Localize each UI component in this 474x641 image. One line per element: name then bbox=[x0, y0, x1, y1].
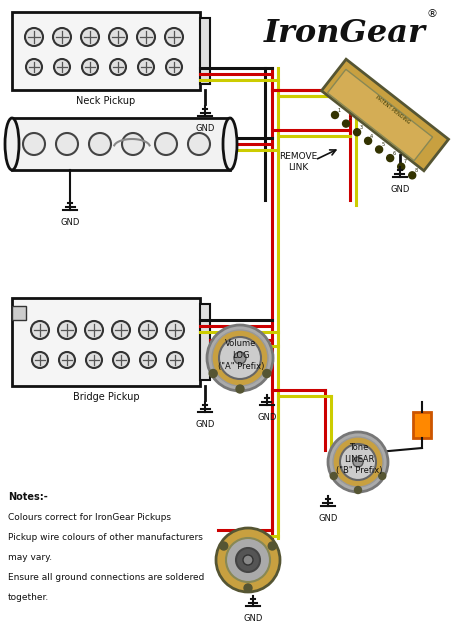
Text: REMOVE
LINK: REMOVE LINK bbox=[279, 153, 317, 172]
Circle shape bbox=[122, 133, 144, 155]
Circle shape bbox=[82, 59, 98, 75]
Text: GND: GND bbox=[195, 124, 215, 133]
Text: GND: GND bbox=[319, 514, 337, 523]
Text: 4: 4 bbox=[370, 133, 374, 138]
Text: Notes:-: Notes:- bbox=[8, 492, 48, 502]
Circle shape bbox=[155, 133, 177, 155]
Text: Ensure all ground connections are soldered: Ensure all ground connections are solder… bbox=[8, 572, 204, 581]
Text: Neck Pickup: Neck Pickup bbox=[76, 96, 136, 106]
Circle shape bbox=[340, 444, 376, 480]
Text: Volume
LOG
("A" Prefix): Volume LOG ("A" Prefix) bbox=[218, 338, 264, 371]
Circle shape bbox=[244, 584, 252, 592]
Circle shape bbox=[375, 146, 383, 153]
Bar bbox=[12, 298, 200, 386]
Circle shape bbox=[220, 542, 228, 550]
Ellipse shape bbox=[223, 118, 237, 170]
Circle shape bbox=[409, 172, 416, 179]
Text: 5: 5 bbox=[381, 142, 384, 147]
Circle shape bbox=[89, 133, 111, 155]
Circle shape bbox=[110, 59, 126, 75]
Circle shape bbox=[31, 321, 49, 339]
Circle shape bbox=[207, 325, 273, 391]
Text: IronGear: IronGear bbox=[264, 17, 426, 49]
Circle shape bbox=[226, 538, 270, 582]
Bar bbox=[200, 18, 210, 84]
Bar bbox=[200, 304, 210, 380]
Text: Tone
LINEAR
("B" Prefix): Tone LINEAR ("B" Prefix) bbox=[336, 443, 382, 475]
Polygon shape bbox=[328, 69, 433, 161]
Circle shape bbox=[166, 59, 182, 75]
Bar bbox=[12, 306, 26, 320]
Bar bbox=[413, 412, 431, 438]
Text: 7: 7 bbox=[403, 160, 406, 165]
Circle shape bbox=[330, 472, 337, 479]
Circle shape bbox=[58, 321, 76, 339]
Circle shape bbox=[86, 352, 102, 368]
Circle shape bbox=[140, 352, 156, 368]
Circle shape bbox=[53, 28, 71, 46]
Circle shape bbox=[54, 59, 70, 75]
Text: 2: 2 bbox=[348, 117, 351, 121]
Circle shape bbox=[219, 337, 261, 379]
Circle shape bbox=[209, 369, 217, 378]
Circle shape bbox=[25, 28, 43, 46]
Circle shape bbox=[236, 385, 244, 393]
Circle shape bbox=[139, 321, 157, 339]
Text: Colours correct for IronGear Pickups: Colours correct for IronGear Pickups bbox=[8, 513, 171, 522]
Bar bbox=[12, 118, 230, 170]
Circle shape bbox=[354, 129, 361, 136]
Text: ®: ® bbox=[427, 9, 438, 19]
Text: Bridge Pickup: Bridge Pickup bbox=[73, 392, 139, 402]
Text: may vary.: may vary. bbox=[8, 553, 52, 562]
Circle shape bbox=[333, 437, 383, 487]
Circle shape bbox=[59, 352, 75, 368]
Polygon shape bbox=[321, 59, 448, 171]
Circle shape bbox=[81, 28, 99, 46]
Circle shape bbox=[379, 472, 386, 479]
Circle shape bbox=[353, 457, 363, 467]
Circle shape bbox=[23, 133, 45, 155]
Text: 8: 8 bbox=[414, 168, 418, 173]
Circle shape bbox=[234, 352, 246, 364]
Text: GND: GND bbox=[195, 420, 215, 429]
Bar bbox=[12, 12, 200, 90]
Circle shape bbox=[167, 352, 183, 368]
Circle shape bbox=[26, 59, 42, 75]
Circle shape bbox=[331, 112, 338, 119]
Circle shape bbox=[243, 555, 253, 565]
Circle shape bbox=[166, 321, 184, 339]
Text: together.: together. bbox=[8, 592, 49, 601]
Circle shape bbox=[212, 330, 268, 386]
Circle shape bbox=[109, 28, 127, 46]
Circle shape bbox=[112, 321, 130, 339]
Circle shape bbox=[138, 59, 154, 75]
Text: GND: GND bbox=[243, 614, 263, 623]
Circle shape bbox=[32, 352, 48, 368]
Circle shape bbox=[165, 28, 183, 46]
Circle shape bbox=[355, 487, 362, 494]
Text: GND: GND bbox=[257, 413, 277, 422]
Ellipse shape bbox=[5, 118, 19, 170]
Circle shape bbox=[188, 133, 210, 155]
Text: 6: 6 bbox=[392, 151, 395, 156]
Text: Pickup wire colours of other manufacturers: Pickup wire colours of other manufacture… bbox=[8, 533, 203, 542]
Circle shape bbox=[343, 120, 349, 127]
Circle shape bbox=[268, 542, 276, 550]
Circle shape bbox=[328, 432, 388, 492]
Circle shape bbox=[216, 528, 280, 592]
Circle shape bbox=[56, 133, 78, 155]
Circle shape bbox=[236, 548, 260, 572]
Text: 3: 3 bbox=[359, 125, 362, 130]
Circle shape bbox=[387, 154, 394, 162]
Text: PATENT PENDING: PATENT PENDING bbox=[375, 95, 411, 125]
Circle shape bbox=[398, 163, 405, 171]
Text: GND: GND bbox=[60, 218, 80, 227]
Text: 1: 1 bbox=[337, 108, 340, 113]
Circle shape bbox=[85, 321, 103, 339]
Circle shape bbox=[365, 137, 372, 144]
Text: GND: GND bbox=[390, 185, 410, 194]
Circle shape bbox=[113, 352, 129, 368]
Circle shape bbox=[263, 369, 271, 378]
Circle shape bbox=[137, 28, 155, 46]
